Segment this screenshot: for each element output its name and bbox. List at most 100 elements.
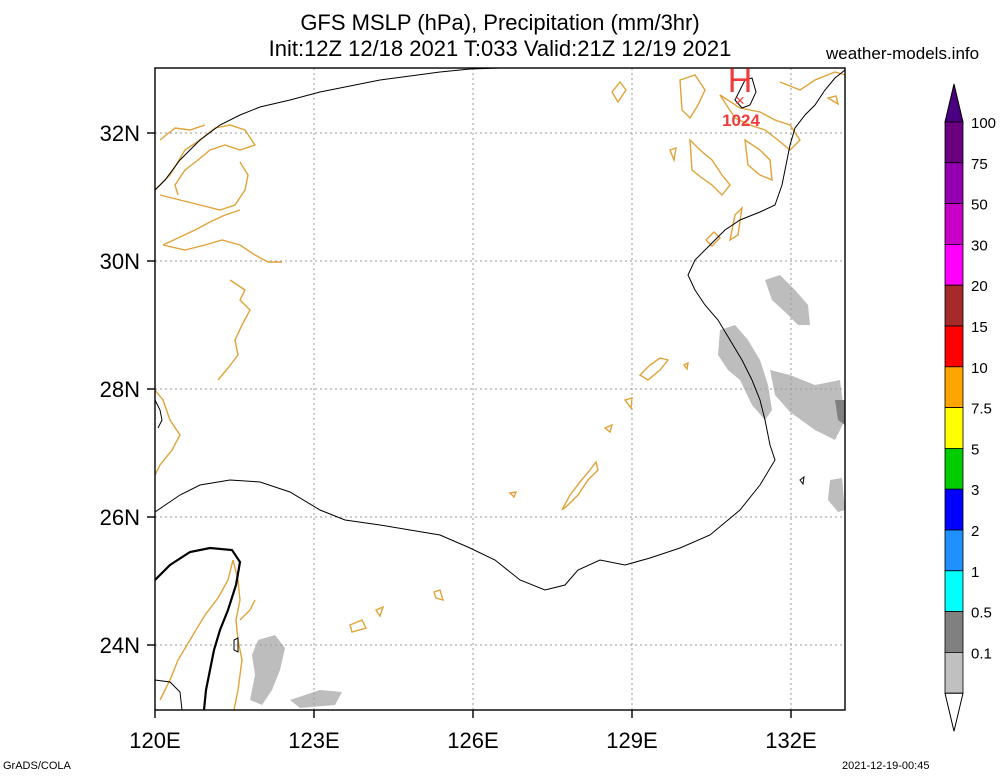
- coastline: [154, 389, 181, 476]
- high-letter: H: [728, 62, 753, 100]
- coastline: [623, 397, 633, 410]
- coastline: [159, 124, 206, 141]
- coastline: [744, 138, 773, 182]
- colorbar-label: 20: [971, 278, 988, 295]
- coastline: [689, 138, 731, 197]
- lon-label: 126E: [447, 728, 498, 753]
- coastline: [719, 94, 801, 151]
- coastline: [728, 206, 744, 242]
- brand-label: weather-models.info: [826, 44, 980, 63]
- coastline: [561, 460, 599, 511]
- lon-label: 129E: [606, 728, 657, 753]
- lat-labels: 32N 30N 28N 26N 24N: [100, 121, 140, 658]
- coastline: [705, 231, 721, 247]
- lat-label: 24N: [100, 633, 140, 658]
- isobar: [154, 546, 242, 711]
- coastline: [826, 95, 840, 106]
- coastline: [374, 605, 385, 618]
- ticks: [147, 132, 792, 718]
- coastline: [154, 124, 257, 196]
- colorbar-label: 5: [971, 441, 979, 458]
- coastline: [679, 74, 706, 120]
- colorbar-label: 1: [971, 564, 979, 581]
- lat-label: 30N: [100, 249, 140, 274]
- lon-label: 123E: [288, 728, 339, 753]
- coastline: [239, 599, 256, 621]
- footer-left: GrADS/COLA: [3, 760, 71, 772]
- colorbar-swatch: [944, 652, 964, 694]
- coastline: [349, 619, 368, 633]
- high-pressure-marker: H × 1024: [722, 62, 760, 130]
- colorbar: 100 75 50 30 20 15 10 7.5 5 3 2 1 0.5 0.1: [944, 83, 996, 732]
- chart-title: GFS MSLP (hPa), Precipitation (mm/3hr): [300, 10, 700, 35]
- lat-label: 28N: [100, 377, 140, 402]
- colorbar-bottom-arrow: [944, 692, 964, 732]
- colorbar-swatch: [944, 529, 964, 572]
- coastline: [682, 361, 689, 371]
- isobar: [799, 475, 805, 486]
- colorbar-label: 10: [971, 360, 988, 377]
- coastline: [232, 559, 243, 711]
- coastline: [162, 239, 282, 263]
- coastline: [638, 357, 670, 381]
- footer-right: 2021-12-19-00:45: [842, 760, 930, 772]
- coastline: [159, 161, 249, 211]
- precip-area: [290, 690, 342, 708]
- isobar: [154, 67, 501, 191]
- isobar: [154, 69, 846, 591]
- colorbar-label: 100: [971, 115, 996, 132]
- colorbar-label: 0.5: [971, 605, 992, 622]
- colorbar-label: 7.5: [971, 401, 992, 418]
- colorbar-swatch: [944, 570, 964, 612]
- colorbar-swatch: [944, 243, 964, 286]
- graticule: [155, 68, 845, 710]
- coastline: [611, 80, 627, 104]
- coastline: [508, 491, 518, 499]
- colorbar-label: 0.1: [971, 645, 992, 662]
- colorbar-swatch: [944, 611, 964, 653]
- lon-label: 132E: [765, 728, 816, 753]
- isobar: [154, 679, 183, 711]
- coastline: [162, 209, 241, 246]
- high-x-icon: ×: [735, 91, 745, 110]
- isobars: [154, 67, 846, 711]
- coastline: [159, 559, 234, 701]
- colorbar-swatch: [944, 366, 964, 408]
- isobar: [734, 77, 757, 109]
- precip-area: [770, 370, 845, 440]
- precip-area: [835, 400, 845, 425]
- precip-area: [250, 635, 285, 705]
- coastline: [433, 589, 445, 602]
- colorbar-label: 50: [971, 197, 988, 214]
- coastline: [603, 423, 614, 434]
- precip-shading: [250, 275, 845, 708]
- lon-labels: 120E 123E 126E 129E 132E: [129, 728, 816, 753]
- lat-label: 32N: [100, 121, 140, 146]
- colorbar-label: 30: [971, 237, 988, 254]
- colorbar-swatch: [944, 325, 964, 368]
- colorbar-label: 2: [971, 523, 979, 540]
- colorbar-label: 3: [971, 482, 979, 499]
- colorbar-swatch: [944, 488, 964, 531]
- coastline: [669, 146, 677, 163]
- lon-label: 120E: [129, 728, 180, 753]
- colorbar-label: 75: [971, 156, 988, 173]
- precip-area: [828, 478, 845, 512]
- colorbar-label: 15: [971, 319, 988, 336]
- colorbar-top-arrow: [944, 83, 964, 123]
- coastlines: [154, 71, 846, 711]
- colorbar-swatch: [944, 407, 964, 449]
- lat-label: 26N: [100, 505, 140, 530]
- isobar: [233, 637, 239, 653]
- precip-area: [718, 325, 772, 420]
- chart-subtitle: Init:12Z 12/18 2021 T:033 Valid:21Z 12/1…: [268, 36, 732, 61]
- isobar: [154, 399, 163, 429]
- colorbar-swatch: [944, 447, 964, 490]
- colorbar-swatch: [944, 284, 964, 327]
- colorbar-swatch: [944, 203, 964, 245]
- precip-area: [765, 275, 810, 325]
- colorbar-swatch: [944, 121, 964, 164]
- high-value: 1024: [722, 111, 760, 130]
- coastline: [779, 71, 846, 91]
